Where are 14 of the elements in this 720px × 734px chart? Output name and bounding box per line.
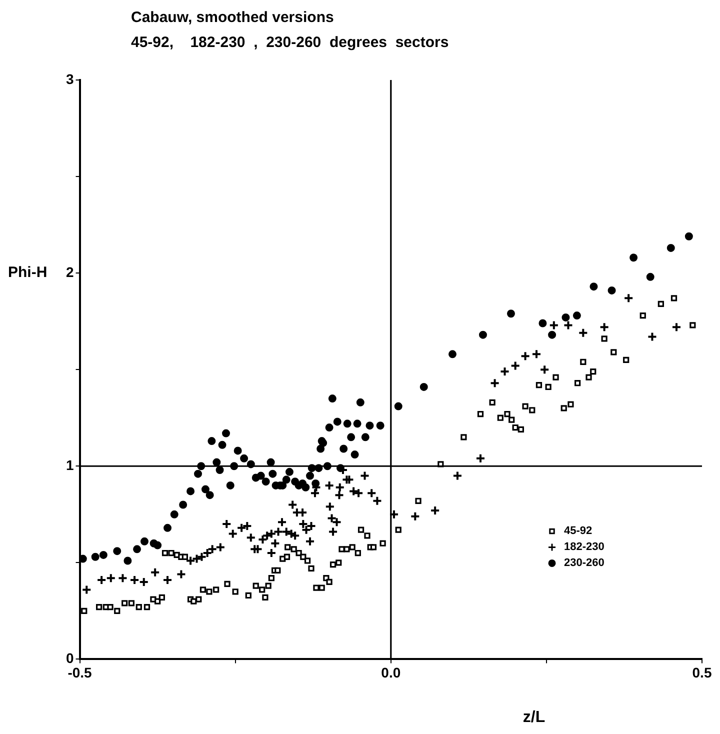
legend-label: 182-230 xyxy=(564,541,604,554)
chart-subtitle: 45-92, 182-230 , 230-260 degrees sectors xyxy=(131,34,449,51)
legend-label: 45-92 xyxy=(564,525,592,538)
y-axis-title: Phi-H xyxy=(8,264,48,281)
legend-label: 230-260 xyxy=(564,557,604,570)
x-tick-label: 0.0 xyxy=(381,664,401,680)
x-tick-label: -0.5 xyxy=(68,664,92,680)
x-tick-label: 0.5 xyxy=(692,664,712,680)
y-tick-label: 3 xyxy=(66,70,74,87)
y-tick-label: 0 xyxy=(66,650,74,666)
y-tick-label: 2 xyxy=(66,264,74,280)
y-tick-label: 1 xyxy=(66,456,74,473)
x-axis-title: z/L xyxy=(522,709,546,726)
chart-title: Cabauw, smoothed versions xyxy=(131,9,334,26)
